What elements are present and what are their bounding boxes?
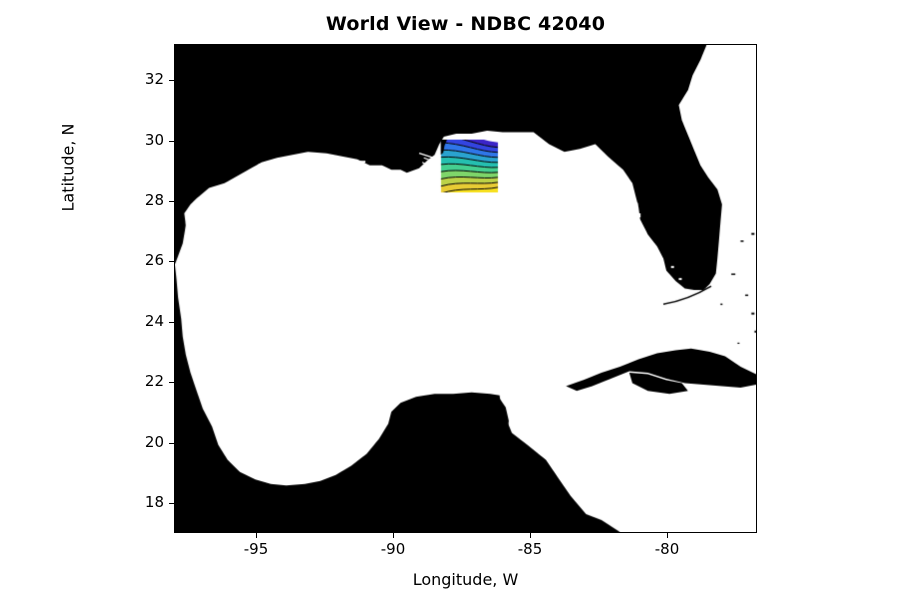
- yticklabel-3: 24: [144, 312, 164, 330]
- yticklabel-6: 30: [144, 131, 164, 149]
- yticklabel-1: 20: [144, 433, 164, 451]
- ytick-3: [169, 322, 174, 323]
- ytick-7: [169, 80, 174, 81]
- y-axis-label: Latitude, N: [58, 123, 78, 212]
- xtick-2: [530, 533, 531, 538]
- gulf-of-mexico-map: [175, 45, 756, 532]
- xticklabel-1: -90: [380, 540, 406, 558]
- xtick-1: [393, 533, 394, 538]
- x-axis-label: Longitude, W: [412, 570, 519, 589]
- yticklabel-5: 28: [144, 191, 164, 209]
- page-title: World View - NDBC 42040: [325, 13, 606, 35]
- xtick-0: [256, 533, 257, 538]
- yticklabel-0: 18: [144, 493, 164, 511]
- yticklabel-4: 26: [144, 251, 164, 269]
- ytick-6: [169, 141, 174, 142]
- ytick-4: [169, 261, 174, 262]
- xticklabel-0: -95: [243, 540, 269, 558]
- yticklabel-2: 22: [144, 372, 164, 390]
- yticklabel-7: 32: [144, 70, 164, 88]
- ytick-1: [169, 443, 174, 444]
- xticklabel-2: -85: [517, 540, 543, 558]
- ytick-0: [169, 503, 174, 504]
- ytick-5: [169, 201, 174, 202]
- xticklabel-3: -80: [654, 540, 680, 558]
- map-axes[interactable]: [174, 44, 757, 533]
- xtick-3: [667, 533, 668, 538]
- ytick-2: [169, 382, 174, 383]
